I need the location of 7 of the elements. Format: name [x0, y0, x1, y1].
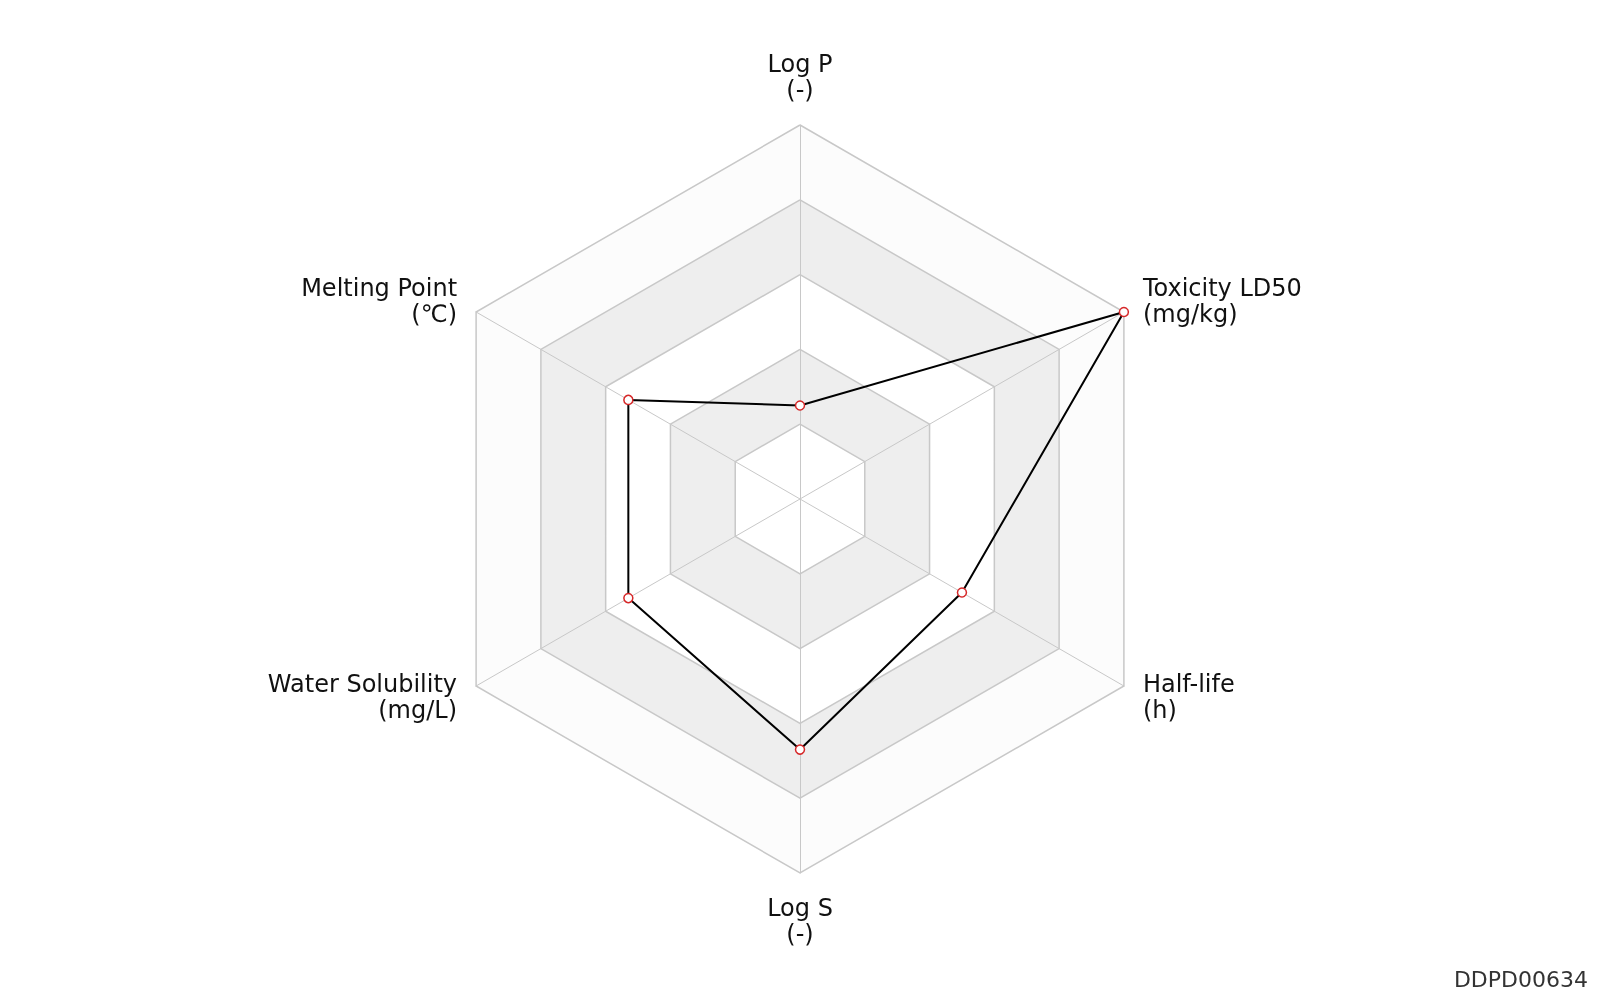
spoke-label: Half-life (h) [1142, 670, 1235, 724]
spoke-label: Toxicity LD50 (mg/kg) [1141, 274, 1302, 328]
spoke-label: Water Solubility (mg/L) [267, 670, 458, 724]
text: DDPD00634 [1453, 967, 1588, 992]
spoke-label: Melting Point (℃) [301, 274, 458, 328]
spoke-label: Log P (-) [767, 50, 833, 104]
spoke-label: Log S (-) [767, 894, 833, 948]
